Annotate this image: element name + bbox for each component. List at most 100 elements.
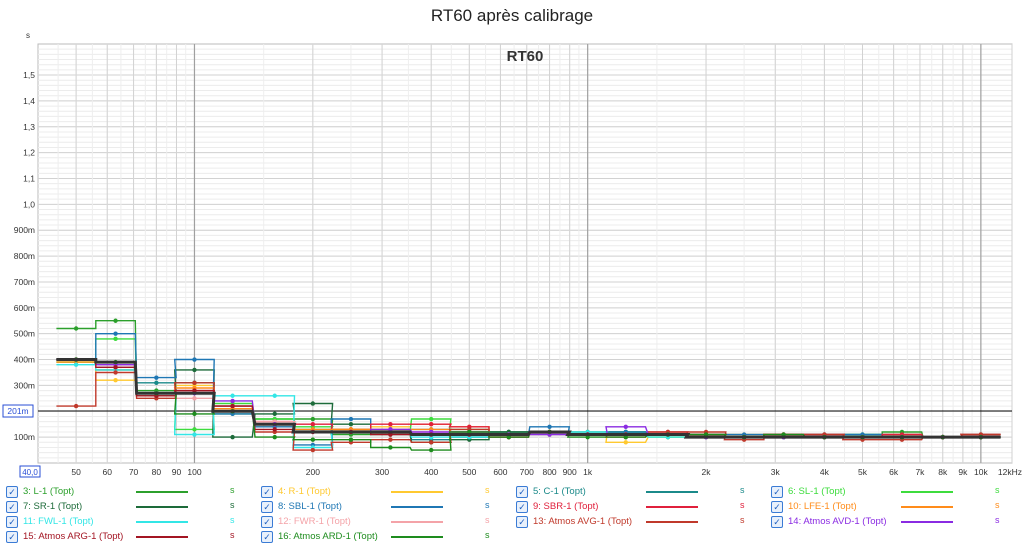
legend-swatch [901,491,953,493]
series-line-8-sbl-1-topt-point [113,331,118,336]
y-tick-label: 1,0 [23,199,35,209]
legend-label: 4: R-1 (Topt) [278,486,331,497]
legend-item[interactable]: ✓ 13: Atmos AVG-1 (Topt) s [516,514,766,529]
legend-item[interactable]: ✓ 12: FWR-1 (Topt) s [261,514,511,529]
x-tick-label: 3k [771,467,781,477]
legend-item[interactable]: ✓ 5: C-1 (Topt) s [516,484,766,499]
legend-swatch [391,536,443,538]
legend-item[interactable]: ✓ 3: L-1 (Topt) s [6,484,256,499]
legend-checkbox[interactable]: ✓ [771,515,783,528]
x-tick-label: 12kHz [998,467,1022,477]
y-axis-unit: s [26,31,30,40]
legend-checkbox[interactable]: ✓ [771,485,783,498]
legend-checkbox[interactable]: ✓ [771,500,783,513]
series-line-5-c-1-topt-point [154,380,159,386]
chart-title: RT60 après calibrage [430,6,594,25]
legend-item[interactable]: ✓ 11: FWL-1 (Topt) s [6,514,256,529]
x-tick-label: 10k [974,467,988,477]
legend-label: 6: SL-1 (Topt) [788,486,846,497]
legend-item[interactable]: ✓ 16: Atmos ARD-1 (Topt) s [261,529,511,544]
x-tick-label: 60 [103,467,113,477]
legend-checkbox[interactable]: ✓ [261,500,273,513]
x-start-box [19,465,41,478]
legend-item[interactable]: ✓ 15: Atmos ARG-1 (Topt) s [6,529,256,544]
series-line-16-atmos-ard-1-topt-point [623,434,628,440]
legend-checkbox[interactable]: ✓ [261,530,273,543]
series-line-14-atmos-avd-1-topt-point [230,398,235,404]
legend-label: 7: SR-1 (Topt) [23,501,83,512]
legend-swatch [136,491,188,493]
legend-item[interactable]: ✓ 8: SBL-1 (Topt) s [261,499,511,514]
legend-checkbox[interactable]: ✓ [6,515,18,528]
legend-unit: s [740,515,745,525]
series-line-9-sbr-1-topt-point [388,422,393,427]
series-line-16-atmos-ard-1-topt-point [428,447,434,453]
y-tick-label: 1,2 [23,148,35,158]
series-line-4-r-1-topt-point [113,378,118,383]
legend-checkbox[interactable]: ✓ [261,515,273,528]
series-line-13-atmos-avg-1-topt-point [310,447,316,453]
series-line-7-sr-1-topt-point [348,422,354,427]
x-tick-label: 2k [702,467,712,477]
legend: ✓ 3: L-1 (Topt) s ✓ 4: R-1 (Topt) s ✓ 5: C-1 (T… [0,483,1024,559]
y-tick-label: 600m [14,303,35,313]
legend-checkbox[interactable]: ✓ [516,500,528,513]
series-line-8-sbl-1-topt-point [154,375,159,380]
legend-checkbox[interactable]: ✓ [6,530,18,543]
legend-item[interactable]: ✓ 14: Atmos AVD-1 (Topt) s [771,514,1021,529]
series-line-13-atmos-avg-1-topt-point [388,437,393,442]
legend-unit: s [995,500,1000,510]
series-line-7-sr-1-topt-point [272,411,277,417]
x-tick-label: 6k [889,467,899,477]
legend-label: 10: LFE-1 (Topt) [788,501,857,512]
x-tick-label: 9k [958,467,968,477]
x-tick-label: 1k [583,467,593,477]
series-line-13-atmos-avg-1-topt-point [192,380,197,386]
legend-item[interactable]: ✓ 7: SR-1 (Topt) s [6,499,256,514]
legend-swatch [391,521,443,523]
rt60-chart[interactable]: RT60 s 100m 300m 400m 500m 600m 700m 800m 900m 1,0… [0,0,1024,483]
legend-item[interactable]: ✓ 4: R-1 (Topt) s [261,484,511,499]
series-line-11-fwl-1-topt-point [73,362,79,367]
series-line-16-atmos-ard-1-topt-point [272,434,277,440]
x-tick-label: 900 [563,467,577,477]
series-line-15-atmos-arg-1-topt-point [272,427,277,432]
x-tick-label: 400 [424,467,438,477]
plot-area [37,43,1013,464]
legend-label: 8: SBL-1 (Topt) [278,501,342,512]
series-line-4-r-1-topt-point [623,440,628,445]
y-tick-label: 700m [14,277,35,287]
x-tick-label: 500 [462,467,476,477]
y-tick-label: 1,3 [23,122,35,132]
legend-item[interactable]: ✓ 6: SL-1 (Topt) s [771,484,1021,499]
y-tick-label: 300m [14,380,35,390]
legend-swatch [391,506,443,508]
legend-checkbox[interactable]: ✓ [261,485,273,498]
series-line-3-l-1-topt-point [73,326,79,331]
series-line-8-sbl-1-topt-point [348,416,354,422]
series-line-11-fwl-1-topt-point [192,432,197,437]
legend-item[interactable]: ✓ 10: LFE-1 (Topt) s [771,499,1021,514]
legend-swatch [646,521,698,523]
legend-label: 5: C-1 (Topt) [533,486,586,497]
series-line-11-fwl-1-topt-point [272,393,277,398]
series-line-16-atmos-ard-1-topt-point [506,434,511,440]
x-tick-label: 4k [820,467,830,477]
legend-label: 14: Atmos AVD-1 (Topt) [788,516,887,527]
inner-chart-label: RT60 [507,48,544,65]
legend-swatch [901,521,953,523]
legend-item[interactable]: ✓ 9: SBR-1 (Topt) s [516,499,766,514]
x-tick-label: 100 [187,467,201,477]
series-line-15-atmos-arg-1-topt-point [113,365,118,370]
legend-checkbox[interactable]: ✓ [6,485,18,498]
legend-unit: s [485,485,490,495]
legend-unit: s [740,500,745,510]
legend-checkbox[interactable]: ✓ [516,515,528,528]
legend-unit: s [485,515,490,525]
legend-checkbox[interactable]: ✓ [6,500,18,513]
series-line-16-atmos-ard-1-topt-point [310,437,316,442]
series-line-12-fwr-1-topt-point [192,396,197,401]
legend-unit: s [230,515,235,525]
legend-checkbox[interactable]: ✓ [516,485,528,498]
x-tick-label: 80 [152,467,162,477]
